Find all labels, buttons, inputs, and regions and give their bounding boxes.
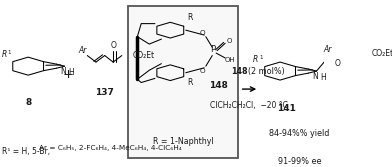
Text: 141: 141 (277, 104, 296, 113)
Text: 137: 137 (95, 88, 114, 97)
Text: Ar: Ar (324, 45, 332, 54)
Bar (128, 6, 238, 158)
Text: 8: 8 (25, 98, 31, 107)
Text: P: P (210, 45, 215, 54)
Text: R: R (188, 78, 193, 87)
Text: R = 1-Naphthyl: R = 1-Naphthyl (153, 137, 214, 146)
Text: H: H (320, 73, 326, 82)
Text: N: N (313, 72, 318, 81)
Text: R¹ = H, 5-Br,: R¹ = H, 5-Br, (2, 147, 51, 156)
Text: 1: 1 (8, 50, 11, 55)
Text: 1: 1 (260, 55, 263, 60)
Text: ClCH₂CH₂Cl,  −20 °C: ClCH₂CH₂Cl, −20 °C (211, 101, 289, 110)
Text: 91-99% ee: 91-99% ee (278, 157, 321, 166)
Text: R: R (188, 13, 193, 22)
Text: O: O (227, 38, 232, 44)
Text: R: R (253, 55, 258, 64)
Text: Ar = C₆H₅, 2-FC₆H₄, 4-MeC₆H₄, 4-ClC₆H₄: Ar = C₆H₅, 2-FC₆H₄, 4-MeC₆H₄, 4-ClC₆H₄ (40, 145, 182, 151)
Text: N: N (61, 67, 66, 76)
Text: 84-94%% yield: 84-94%% yield (269, 129, 330, 138)
Text: O: O (200, 30, 205, 36)
Text: 148: 148 (232, 67, 248, 76)
Text: OH: OH (225, 57, 235, 63)
Text: CO₂Et: CO₂Et (372, 49, 392, 58)
Text: CO₂Et: CO₂Et (132, 51, 154, 60)
Text: Ar: Ar (78, 46, 87, 55)
Text: O: O (334, 59, 340, 68)
Text: O: O (200, 68, 205, 74)
Text: R: R (1, 50, 7, 59)
Text: 148: 148 (209, 81, 228, 90)
Text: H: H (69, 68, 74, 77)
Text: O: O (110, 41, 116, 50)
Text: +: + (63, 68, 74, 81)
Text: (2 mol%): (2 mol%) (248, 67, 285, 76)
